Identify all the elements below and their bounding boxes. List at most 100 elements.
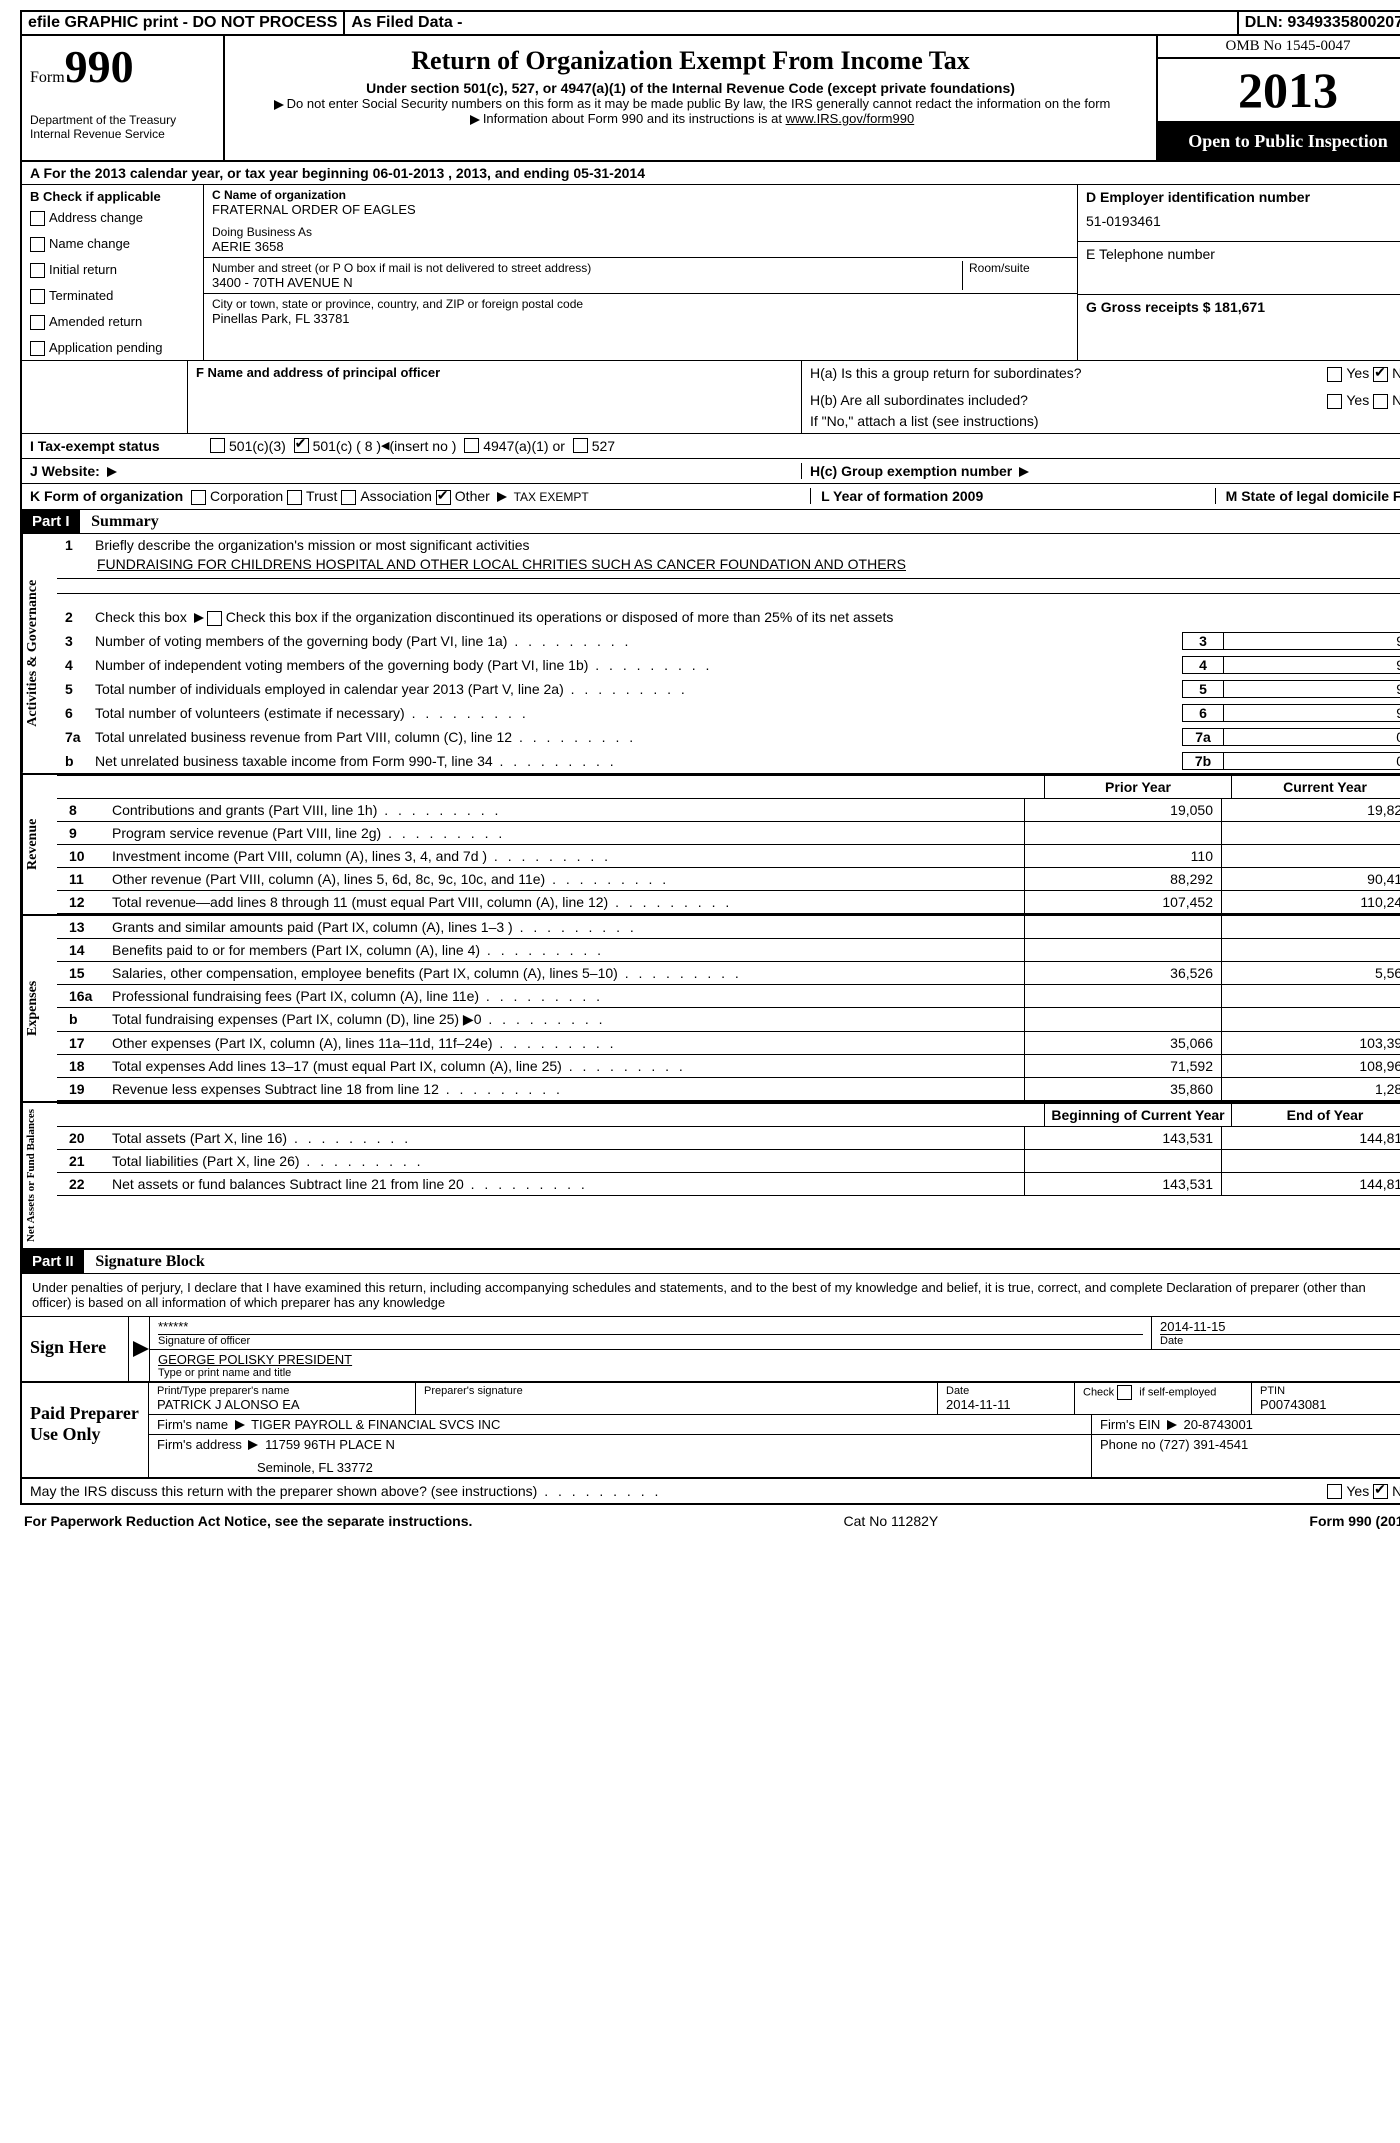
firm-name: TIGER PAYROLL & FINANCIAL SVCS INC: [251, 1417, 500, 1432]
checkbox-terminated[interactable]: [30, 289, 45, 304]
website-row: J Website: H(c) Group exemption number: [20, 459, 1400, 484]
arrow-icon: [235, 1420, 245, 1430]
table-row: 20Total assets (Part X, line 16)143,5311…: [57, 1127, 1400, 1150]
checkbox-amended[interactable]: [30, 315, 45, 330]
principal-officer: F Name and address of principal officer: [188, 361, 802, 433]
table-row: 13Grants and similar amounts paid (Part …: [57, 916, 1400, 939]
perjury-statement: Under penalties of perjury, I declare th…: [20, 1274, 1400, 1316]
table-row: 9Program service revenue (Part VIII, lin…: [57, 822, 1400, 845]
ptin: P00743081: [1260, 1397, 1400, 1412]
checkbox-527[interactable]: [573, 438, 588, 453]
tax-year: 2013: [1158, 59, 1400, 121]
omb-number: OMB No 1545-0047: [1158, 36, 1400, 59]
checkbox-other[interactable]: [436, 490, 451, 505]
table-row: bTotal fundraising expenses (Part IX, co…: [57, 1008, 1400, 1032]
checkbox-501c[interactable]: [294, 438, 309, 453]
checkbox-address-change[interactable]: [30, 211, 45, 226]
table-row: 14Benefits paid to or for members (Part …: [57, 939, 1400, 962]
tel-value: [1078, 266, 1400, 295]
arrow-icon: [274, 100, 284, 110]
k-org-row: K Form of organization Corporation Trust…: [20, 484, 1400, 510]
checkbox-discuss-no[interactable]: [1373, 1484, 1388, 1499]
vtab-netassets: Net Assets or Fund Balances: [22, 1103, 57, 1248]
checkbox-pending[interactable]: [30, 341, 45, 356]
table-row: 11Other revenue (Part VIII, column (A), …: [57, 868, 1400, 891]
firm-addr: 11759 96TH PLACE N: [265, 1437, 395, 1452]
arrow-icon: [1167, 1420, 1177, 1430]
dba-name: AERIE 3658: [212, 239, 1069, 254]
col-c-org-info: C Name of organization FRATERNAL ORDER O…: [204, 185, 1077, 360]
header-note2: Information about Form 990 and its instr…: [231, 111, 1150, 126]
preparer-date: 2014-11-11: [946, 1397, 1066, 1412]
arrow-icon: [248, 1440, 258, 1450]
arrow-icon: [1019, 467, 1029, 477]
checkbox-assoc[interactable]: [341, 490, 356, 505]
part-i-header: Part I Summary: [20, 510, 1400, 534]
irs-label: Internal Revenue Service: [30, 127, 215, 141]
paid-preparer-block: Paid Preparer Use Only Print/Type prepar…: [20, 1383, 1400, 1479]
firm-ein: 20-8743001: [1184, 1417, 1253, 1432]
street-cell: Number and street (or P O box if mail is…: [204, 258, 1077, 294]
form-header: Form990 Department of the Treasury Inter…: [20, 36, 1400, 162]
main-info-block: B Check if applicable Address change Nam…: [20, 185, 1400, 360]
checkbox-self-employed[interactable]: [1117, 1385, 1132, 1400]
checkbox-initial-return[interactable]: [30, 263, 45, 278]
tel-label: E Telephone number: [1078, 242, 1400, 266]
checkbox-discontinued[interactable]: [207, 611, 222, 626]
form-label: Form: [30, 69, 65, 86]
checkbox-discuss-yes[interactable]: [1327, 1484, 1342, 1499]
header-center: Return of Organization Exempt From Incom…: [225, 36, 1158, 160]
net-assets-section: Net Assets or Fund Balances Beginning of…: [20, 1103, 1400, 1250]
irs-link[interactable]: www.IRS.gov/form990: [786, 111, 915, 126]
org-name-cell: C Name of organization FRATERNAL ORDER O…: [204, 185, 1077, 258]
as-filed-data: As Filed Data -: [345, 12, 1238, 34]
paid-preparer-label: Paid Preparer Use Only: [22, 1383, 149, 1477]
arrow-icon: [107, 467, 117, 477]
checkbox-trust[interactable]: [287, 490, 302, 505]
table-row: 18Total expenses Add lines 13–17 (must e…: [57, 1055, 1400, 1078]
col-d-ein: D Employer identification number 51-0193…: [1077, 185, 1400, 360]
expenses-section: Expenses 13Grants and similar amounts pa…: [20, 916, 1400, 1103]
tax-year-row: A For the 2013 calendar year, or tax yea…: [20, 162, 1400, 185]
vtab-revenue: Revenue: [22, 775, 57, 914]
checkbox-hb-no[interactable]: [1373, 394, 1388, 409]
form-990-page: efile GRAPHIC print - DO NOT PROCESS As …: [0, 0, 1400, 1547]
h-questions: H(a) Is this a group return for subordin…: [802, 361, 1400, 433]
mission-text: FUNDRAISING FOR CHILDRENS HOSPITAL AND O…: [97, 556, 906, 572]
arrow-icon: [133, 1341, 149, 1357]
discuss-row: May the IRS discuss this return with the…: [20, 1479, 1400, 1506]
arrow-icon: [497, 492, 507, 502]
table-row: 21Total liabilities (Part X, line 26)0: [57, 1150, 1400, 1173]
firm-phone: Phone no (727) 391-4541: [1092, 1435, 1400, 1477]
checkbox-ha-yes[interactable]: [1327, 367, 1342, 382]
checkbox-501c3[interactable]: [210, 438, 225, 453]
officer-signature: ******: [158, 1319, 1143, 1334]
table-row: 22Net assets or fund balances Subtract l…: [57, 1173, 1400, 1196]
street-address: 3400 - 70TH AVENUE N: [212, 275, 962, 290]
checkbox-name-change[interactable]: [30, 237, 45, 252]
checkbox-corp[interactable]: [191, 490, 206, 505]
dln-number: DLN: 93493358002074: [1239, 12, 1400, 34]
sign-here-block: Sign Here ****** Signature of officer 20…: [20, 1316, 1400, 1383]
activities-governance: Activities & Governance 1Briefly describ…: [20, 534, 1400, 775]
header-note1: Do not enter Social Security numbers on …: [231, 96, 1150, 111]
table-row: 17Other expenses (Part IX, column (A), l…: [57, 1032, 1400, 1055]
table-row: 16aProfessional fundraising fees (Part I…: [57, 985, 1400, 1008]
efile-notice: efile GRAPHIC print - DO NOT PROCESS: [22, 12, 345, 34]
sign-date: 2014-11-15: [1160, 1319, 1400, 1334]
part-ii-header: Part II Signature Block: [20, 1250, 1400, 1274]
arrow-icon: [470, 115, 480, 125]
table-row: 10Investment income (Part VIII, column (…: [57, 845, 1400, 868]
org-name: FRATERNAL ORDER OF EAGLES: [212, 202, 1069, 217]
ein-label: D Employer identification number: [1078, 185, 1400, 209]
officer-name: GEORGE POLISKY PRESIDENT: [158, 1352, 1400, 1367]
checkbox-ha-no[interactable]: [1373, 367, 1388, 382]
dept-treasury: Department of the Treasury: [30, 113, 215, 127]
ein-value: 51-0193461: [1078, 209, 1400, 242]
table-row: 8Contributions and grants (Part VIII, li…: [57, 799, 1400, 822]
form-title: Return of Organization Exempt From Incom…: [231, 46, 1150, 76]
checkbox-hb-yes[interactable]: [1327, 394, 1342, 409]
gross-receipts: G Gross receipts $ 181,671: [1078, 295, 1400, 319]
sign-here-label: Sign Here: [22, 1317, 129, 1381]
checkbox-4947[interactable]: [464, 438, 479, 453]
